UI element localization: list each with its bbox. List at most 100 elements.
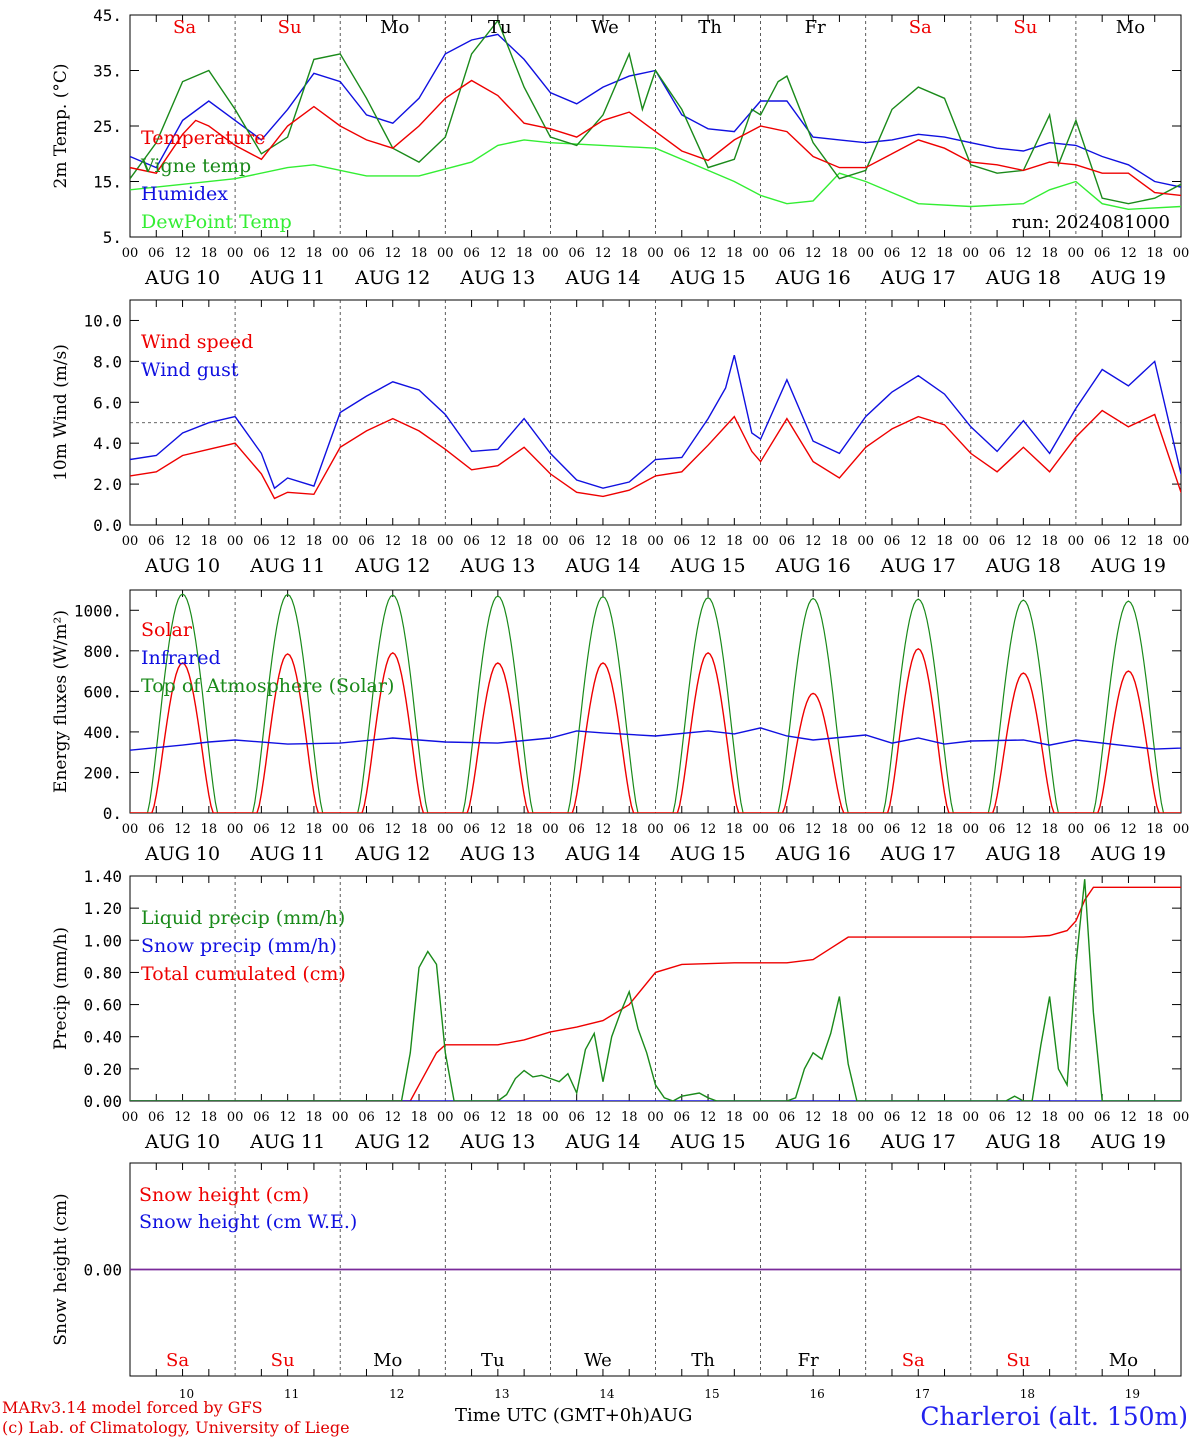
date-label: AUG 14 [564,555,640,577]
hour-tick-label: 12 [384,1110,401,1125]
date-label: AUG 17 [880,1131,956,1153]
hour-tick-label: 18 [936,1110,953,1125]
date-label: AUG 13 [459,267,535,289]
date-label: AUG 18 [985,843,1061,865]
hour-tick-label: 12 [910,1110,927,1125]
weekday-label: Sa [902,1350,925,1371]
legend-entry: Total cumulated (cm) [141,963,346,985]
hour-tick-label: 00 [332,1110,349,1125]
hour-tick-label: 18 [516,1110,533,1125]
hour-tick-label: 12 [1120,246,1137,261]
day-number-label: 10 [179,1387,194,1401]
hour-tick-label: 12 [279,534,296,549]
date-label: AUG 15 [669,555,745,577]
hour-tick-label: 00 [963,822,980,837]
y-tick-label: 2.0 [93,475,122,494]
date-label: AUG 14 [564,843,640,865]
legend-entry: Top of Atmosphere (Solar) [141,675,394,697]
hour-tick-label: 06 [568,246,585,261]
y-axis-label: 10m Wind (m/s) [51,344,71,481]
hour-tick-label: 12 [595,246,612,261]
hour-tick-label: 00 [227,822,244,837]
hour-tick-label: 00 [332,246,349,261]
hour-tick-label: 18 [201,246,218,261]
hour-tick-label: 06 [1094,822,1111,837]
date-label: AUG 13 [459,843,535,865]
hour-tick-label: 06 [148,822,165,837]
hour-tick-label: 12 [1120,534,1137,549]
weekday-label: Mo [1116,17,1145,38]
hour-tick-label: 06 [253,1110,270,1125]
hour-tick-label: 18 [1041,246,1058,261]
y-tick-label: 1000. [74,601,122,620]
hour-tick-label: 00 [963,246,980,261]
series-group [130,355,1181,500]
series-line-liquid-precip-mm-h- [130,879,1181,1101]
hour-tick-label: 00 [857,1110,874,1125]
series-line-vigne-temp [130,19,1181,205]
hour-tick-label: 06 [989,534,1006,549]
legend-entry: Vigne temp [140,155,251,177]
hour-tick-label: 12 [1120,822,1137,837]
hour-tick-label: 18 [201,534,218,549]
hour-tick-label: 00 [122,534,139,549]
hour-tick-label: 18 [516,822,533,837]
hour-tick-label: 06 [674,246,691,261]
legend-entry: Snow precip (mm/h) [141,935,337,957]
series-line-total-cumulated-cm- [130,886,1181,1101]
y-tick-label: 0.00 [83,1092,122,1111]
legend-entry: Snow height (cm) [139,1184,309,1206]
hour-tick-label: 06 [779,534,796,549]
date-label: AUG 16 [775,267,851,289]
hour-tick-label: 06 [674,534,691,549]
hour-tick-label: 12 [384,246,401,261]
hour-tick-label: 00 [1173,1110,1190,1125]
y-tick-label: 10.0 [83,311,122,330]
weekday-label: Sa [909,17,932,38]
weekday-label: Mo [373,1350,402,1371]
hour-tick-label: 00 [1068,822,1085,837]
date-label: AUG 15 [669,1131,745,1153]
hour-tick-label: 12 [910,822,927,837]
y-axis-label: Energy fluxes (W/m²) [51,610,71,793]
hour-tick-label: 06 [779,1110,796,1125]
legend-entry: Infrared [141,647,221,669]
series-line-temperature [130,79,1181,197]
hour-tick-label: 06 [1094,534,1111,549]
day-number-label: 11 [284,1387,299,1401]
hour-tick-label: 00 [857,534,874,549]
date-label: AUG 11 [249,555,325,577]
hour-tick-label: 06 [463,246,480,261]
legend-entry: Liquid precip (mm/h) [141,907,345,929]
hour-tick-label: 12 [805,246,822,261]
date-label: AUG 12 [354,267,430,289]
hour-tick-label: 06 [674,822,691,837]
hour-tick-label: 00 [1173,534,1190,549]
hour-tick-label: 18 [1146,1110,1163,1125]
y-tick-label: 45. [93,6,122,25]
hour-tick-label: 00 [647,1110,664,1125]
weekday-label: Tu [481,1350,505,1371]
hour-tick-label: 00 [227,246,244,261]
hour-tick-label: 00 [437,822,454,837]
legend-entry: Snow height (cm W.E.) [139,1211,357,1233]
y-tick-label: 0.60 [83,996,122,1015]
legend-entry: Temperature [141,127,265,149]
date-label: AUG 18 [985,1131,1061,1153]
hour-tick-label: 06 [884,534,901,549]
hour-tick-label: 00 [542,534,559,549]
y-tick-label: 0. [103,804,122,823]
series-line-wind-speed [130,409,1181,500]
y-tick-label: 15. [93,173,122,192]
y-tick-label: 1.20 [83,899,122,918]
panel-2: 0.0 2.0 4.0 6.0 8.0 10.0 10m Wind (m/s) 00 06 12 1… [51,299,1190,577]
date-label: AUG 19 [1090,843,1166,865]
hour-tick-label: 12 [595,822,612,837]
run-annotation: run: 2024081000 [1012,212,1170,233]
hour-tick-label: 00 [1173,822,1190,837]
hour-tick-label: 18 [411,822,428,837]
hour-tick-label: 18 [1041,822,1058,837]
hour-tick-label: 06 [568,534,585,549]
hour-tick-label: 12 [1015,1110,1032,1125]
hour-tick-label: 00 [1068,246,1085,261]
